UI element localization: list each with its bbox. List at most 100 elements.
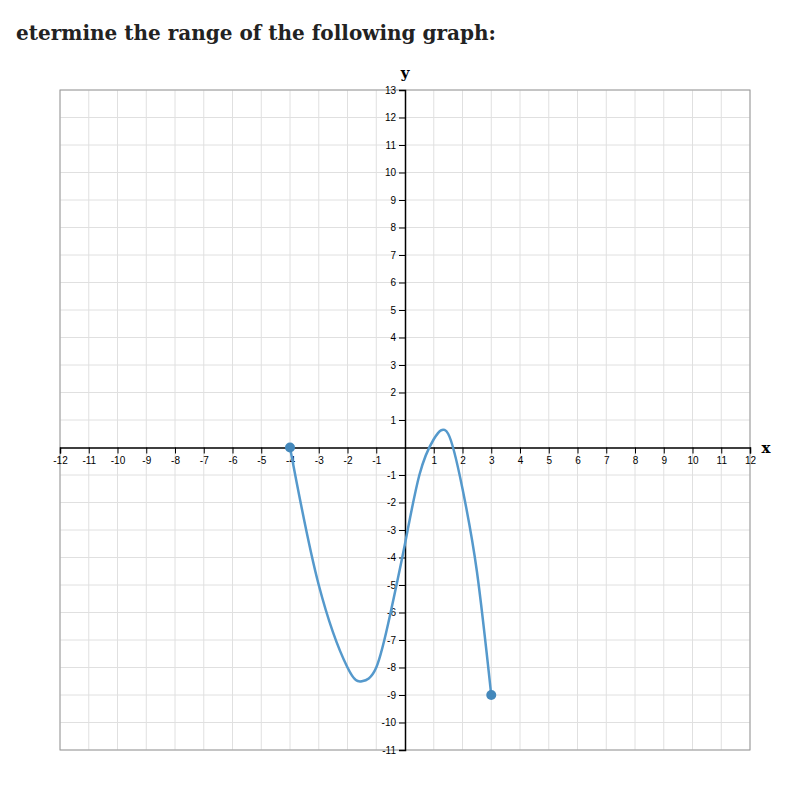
x-tick-label: 4 bbox=[518, 455, 524, 466]
y-tick-mark bbox=[399, 228, 405, 229]
x-tick: 9 bbox=[661, 448, 667, 466]
x-tick: 6 bbox=[575, 448, 581, 466]
y-tick-label: -8 bbox=[387, 662, 396, 673]
x-tick: -6 bbox=[229, 448, 238, 466]
y-tick: 7 bbox=[390, 250, 405, 261]
y-tick: -2 bbox=[387, 497, 405, 508]
y-tick: 11 bbox=[386, 140, 405, 151]
y-tick-label: 2 bbox=[390, 387, 396, 398]
line bbox=[290, 430, 491, 695]
x-tick: 7 bbox=[604, 448, 610, 466]
point bbox=[486, 690, 496, 700]
x-tick: 3 bbox=[489, 448, 495, 466]
x-tick: -12 bbox=[53, 448, 68, 466]
x-tick: 12 bbox=[745, 448, 757, 466]
plot: -12-11-10-9-8-7-6-5-4-3-2-11234567891011… bbox=[53, 64, 771, 756]
y-tick-mark bbox=[399, 420, 405, 421]
x-tick-mark bbox=[635, 448, 636, 454]
x-tick-mark bbox=[60, 448, 61, 454]
x-tick-mark bbox=[348, 448, 349, 454]
y-tick-label: 1 bbox=[390, 415, 396, 426]
x-tick-label: 11 bbox=[717, 455, 728, 466]
x-tick-label: 3 bbox=[489, 455, 495, 466]
x-tick-label: 5 bbox=[546, 455, 552, 466]
y-axis: -11-10-9-8-7-6-5-4-3-2-11234567891011121… bbox=[382, 85, 406, 756]
x-tick: -9 bbox=[142, 448, 151, 466]
y-tick-mark bbox=[399, 283, 405, 284]
y-tick: 3 bbox=[390, 360, 405, 371]
x-tick: -11 bbox=[82, 448, 96, 466]
x-tick-mark bbox=[376, 448, 377, 454]
x-tick-label: -8 bbox=[171, 455, 180, 466]
x-tick-label: -3 bbox=[315, 455, 324, 466]
x-tick-label: 2 bbox=[460, 455, 466, 466]
x-tick-label: 1 bbox=[431, 455, 437, 466]
y-tick-mark bbox=[399, 365, 405, 366]
y-tick-mark bbox=[399, 613, 405, 614]
x-tick: 10 bbox=[687, 448, 699, 466]
y-tick-label: -2 bbox=[387, 497, 396, 508]
y-tick-label: 8 bbox=[390, 222, 396, 233]
y-tick: 9 bbox=[390, 195, 405, 206]
x-tick-label: 8 bbox=[633, 455, 639, 466]
x-tick-label: -12 bbox=[53, 455, 68, 466]
x-tick: 4 bbox=[518, 448, 524, 466]
y-tick-label: -4 bbox=[387, 552, 396, 563]
y-tick-mark bbox=[399, 338, 405, 339]
y-tick-label: 13 bbox=[385, 85, 397, 96]
y-tick-mark bbox=[399, 145, 405, 146]
x-tick-label: -7 bbox=[200, 455, 209, 466]
x-tick-label: 12 bbox=[745, 455, 757, 466]
x-tick: -5 bbox=[257, 448, 266, 466]
x-tick: -10 bbox=[111, 448, 126, 466]
y-tick: -8 bbox=[387, 662, 405, 673]
y-tick-mark bbox=[399, 118, 405, 119]
y-tick-label: 10 bbox=[385, 167, 397, 178]
x-tick-mark bbox=[549, 448, 550, 454]
x-tick-label: -2 bbox=[344, 455, 353, 466]
y-tick-label: 12 bbox=[385, 112, 397, 123]
x-tick-label: -10 bbox=[111, 455, 126, 466]
x-tick: -3 bbox=[315, 448, 324, 466]
x-tick-label: 10 bbox=[687, 455, 699, 466]
x-tick: 2 bbox=[460, 448, 466, 466]
y-tick-label: 9 bbox=[390, 195, 396, 206]
y-tick: -9 bbox=[387, 690, 405, 701]
y-tick: 12 bbox=[385, 112, 405, 123]
y-tick-mark bbox=[399, 503, 405, 504]
y-tick-mark bbox=[399, 750, 405, 751]
y-tick-mark bbox=[399, 393, 405, 394]
y-tick-label: -1 bbox=[387, 470, 396, 481]
y-tick-label: -11 bbox=[382, 745, 396, 756]
y-tick: 5 bbox=[390, 305, 405, 316]
y-tick-mark bbox=[399, 668, 405, 669]
x-tick-mark bbox=[146, 448, 147, 454]
x-tick-mark bbox=[606, 448, 607, 454]
y-tick-mark bbox=[399, 475, 405, 476]
x-tick-mark bbox=[693, 448, 694, 454]
x-tick: -8 bbox=[171, 448, 180, 466]
plot-frame bbox=[60, 90, 750, 750]
marks bbox=[285, 430, 496, 700]
x-tick-label: -1 bbox=[372, 455, 381, 466]
y-tick: 13 bbox=[385, 85, 405, 96]
x-tick-mark bbox=[175, 448, 176, 454]
y-tick-label: -3 bbox=[387, 525, 396, 536]
y-tick-label: 7 bbox=[390, 250, 396, 261]
x-axis-title: x bbox=[762, 439, 772, 457]
y-tick-label: -9 bbox=[387, 690, 396, 701]
x-tick-mark bbox=[750, 448, 751, 454]
y-tick-label: 4 bbox=[390, 332, 396, 343]
point bbox=[285, 443, 295, 453]
y-tick-mark bbox=[399, 200, 405, 201]
y-tick-mark bbox=[399, 310, 405, 311]
x-tick-mark bbox=[721, 448, 722, 454]
y-tick: -7 bbox=[387, 635, 405, 646]
y-tick-mark bbox=[399, 723, 405, 724]
x-tick-mark bbox=[578, 448, 579, 454]
y-tick: 1 bbox=[390, 415, 405, 426]
x-tick: 8 bbox=[633, 448, 639, 466]
x-tick-label: -5 bbox=[257, 455, 266, 466]
x-tick-label: 6 bbox=[575, 455, 581, 466]
y-tick-label: 6 bbox=[390, 277, 396, 288]
